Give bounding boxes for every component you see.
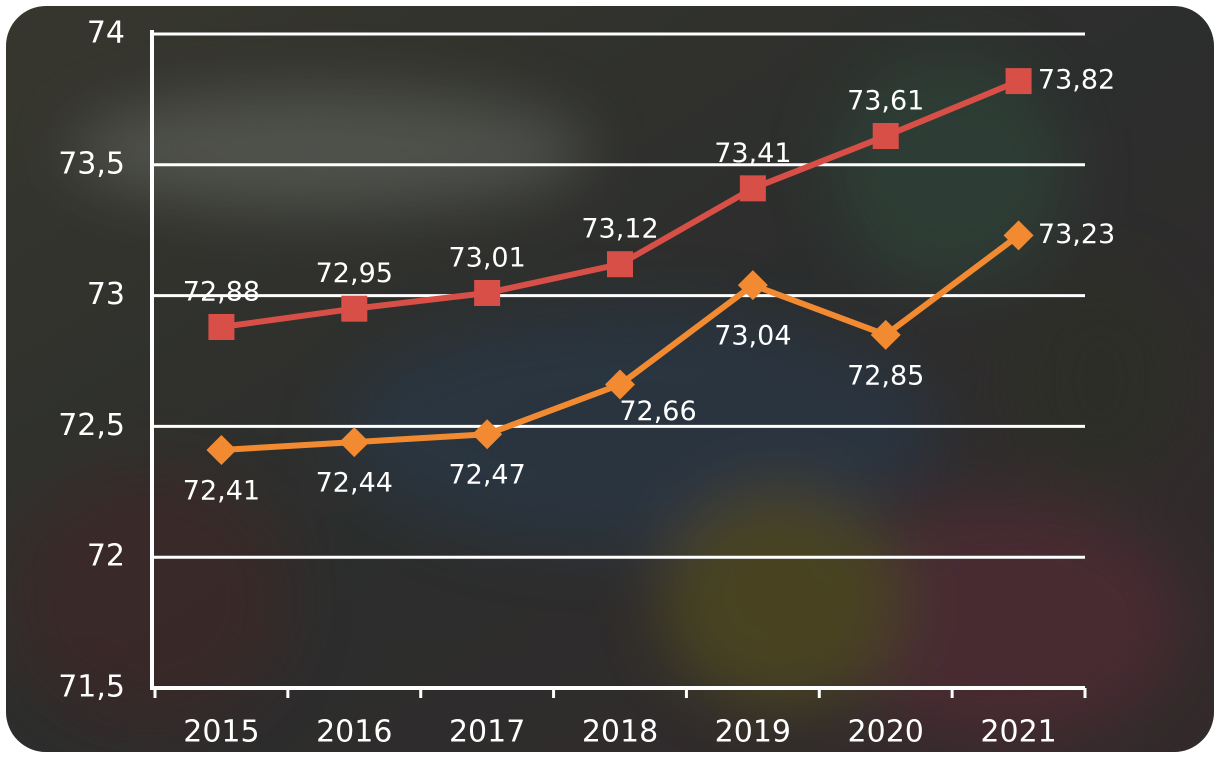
marker: [607, 251, 633, 278]
marker: [605, 369, 635, 400]
y-tick-label: 73: [87, 277, 125, 312]
marker: [737, 270, 768, 301]
marker: [206, 434, 237, 465]
x-tick-label: 2021: [980, 715, 1056, 750]
x-tick-label: 2019: [715, 715, 791, 750]
data-label: 73,01: [448, 242, 525, 273]
y-tick-label: 72,5: [58, 408, 125, 443]
data-label: 72,95: [316, 258, 393, 289]
data-label: 72,44: [316, 468, 393, 499]
marker: [208, 313, 235, 340]
x-tick-label: 2020: [848, 715, 924, 750]
data-label: 72,66: [619, 396, 696, 427]
marker: [739, 175, 766, 202]
x-tick-label: 2016: [316, 715, 392, 750]
data-label: 73,41: [714, 138, 791, 169]
marker: [474, 279, 501, 306]
data-label: 73,04: [714, 321, 791, 352]
x-tick-label: 2018: [582, 715, 658, 750]
y-tick-label: 71,5: [58, 670, 125, 705]
x-tick-label: 2015: [183, 715, 259, 750]
x-tick-label: 2017: [449, 715, 525, 750]
marker: [341, 295, 368, 322]
data-label: 72,41: [183, 475, 260, 506]
marker: [872, 123, 899, 150]
data-label: 73,12: [581, 214, 658, 245]
marker: [339, 427, 370, 458]
data-label: 73,23: [1038, 219, 1115, 250]
y-tick-label: 72: [87, 539, 125, 574]
data-label: 73,82: [1038, 65, 1115, 96]
data-label: 72,47: [448, 460, 525, 491]
y-tick-label: 74: [87, 16, 125, 51]
marker: [1003, 220, 1034, 251]
data-label: 73,61: [847, 86, 924, 117]
data-label: 72,88: [183, 276, 260, 307]
marker: [1005, 68, 1032, 95]
marker: [472, 419, 503, 450]
y-tick-label: 73,5: [58, 146, 125, 181]
data-label: 72,85: [847, 360, 924, 391]
marker: [870, 319, 901, 350]
